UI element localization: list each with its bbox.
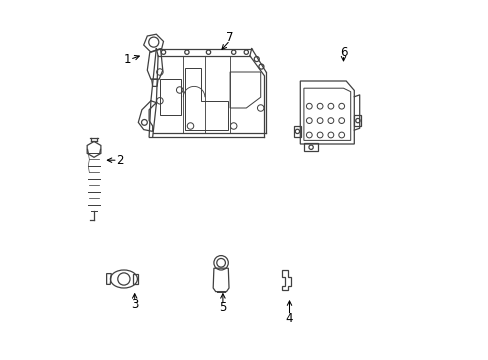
Text: 1: 1 <box>123 53 131 66</box>
Text: 5: 5 <box>219 301 226 314</box>
Bar <box>353 115 360 126</box>
Bar <box>303 143 318 151</box>
Text: 2: 2 <box>116 154 124 167</box>
Text: 7: 7 <box>226 31 233 44</box>
Text: 6: 6 <box>339 46 346 59</box>
Bar <box>293 126 301 137</box>
Text: 3: 3 <box>131 298 138 311</box>
Text: 4: 4 <box>285 312 293 325</box>
